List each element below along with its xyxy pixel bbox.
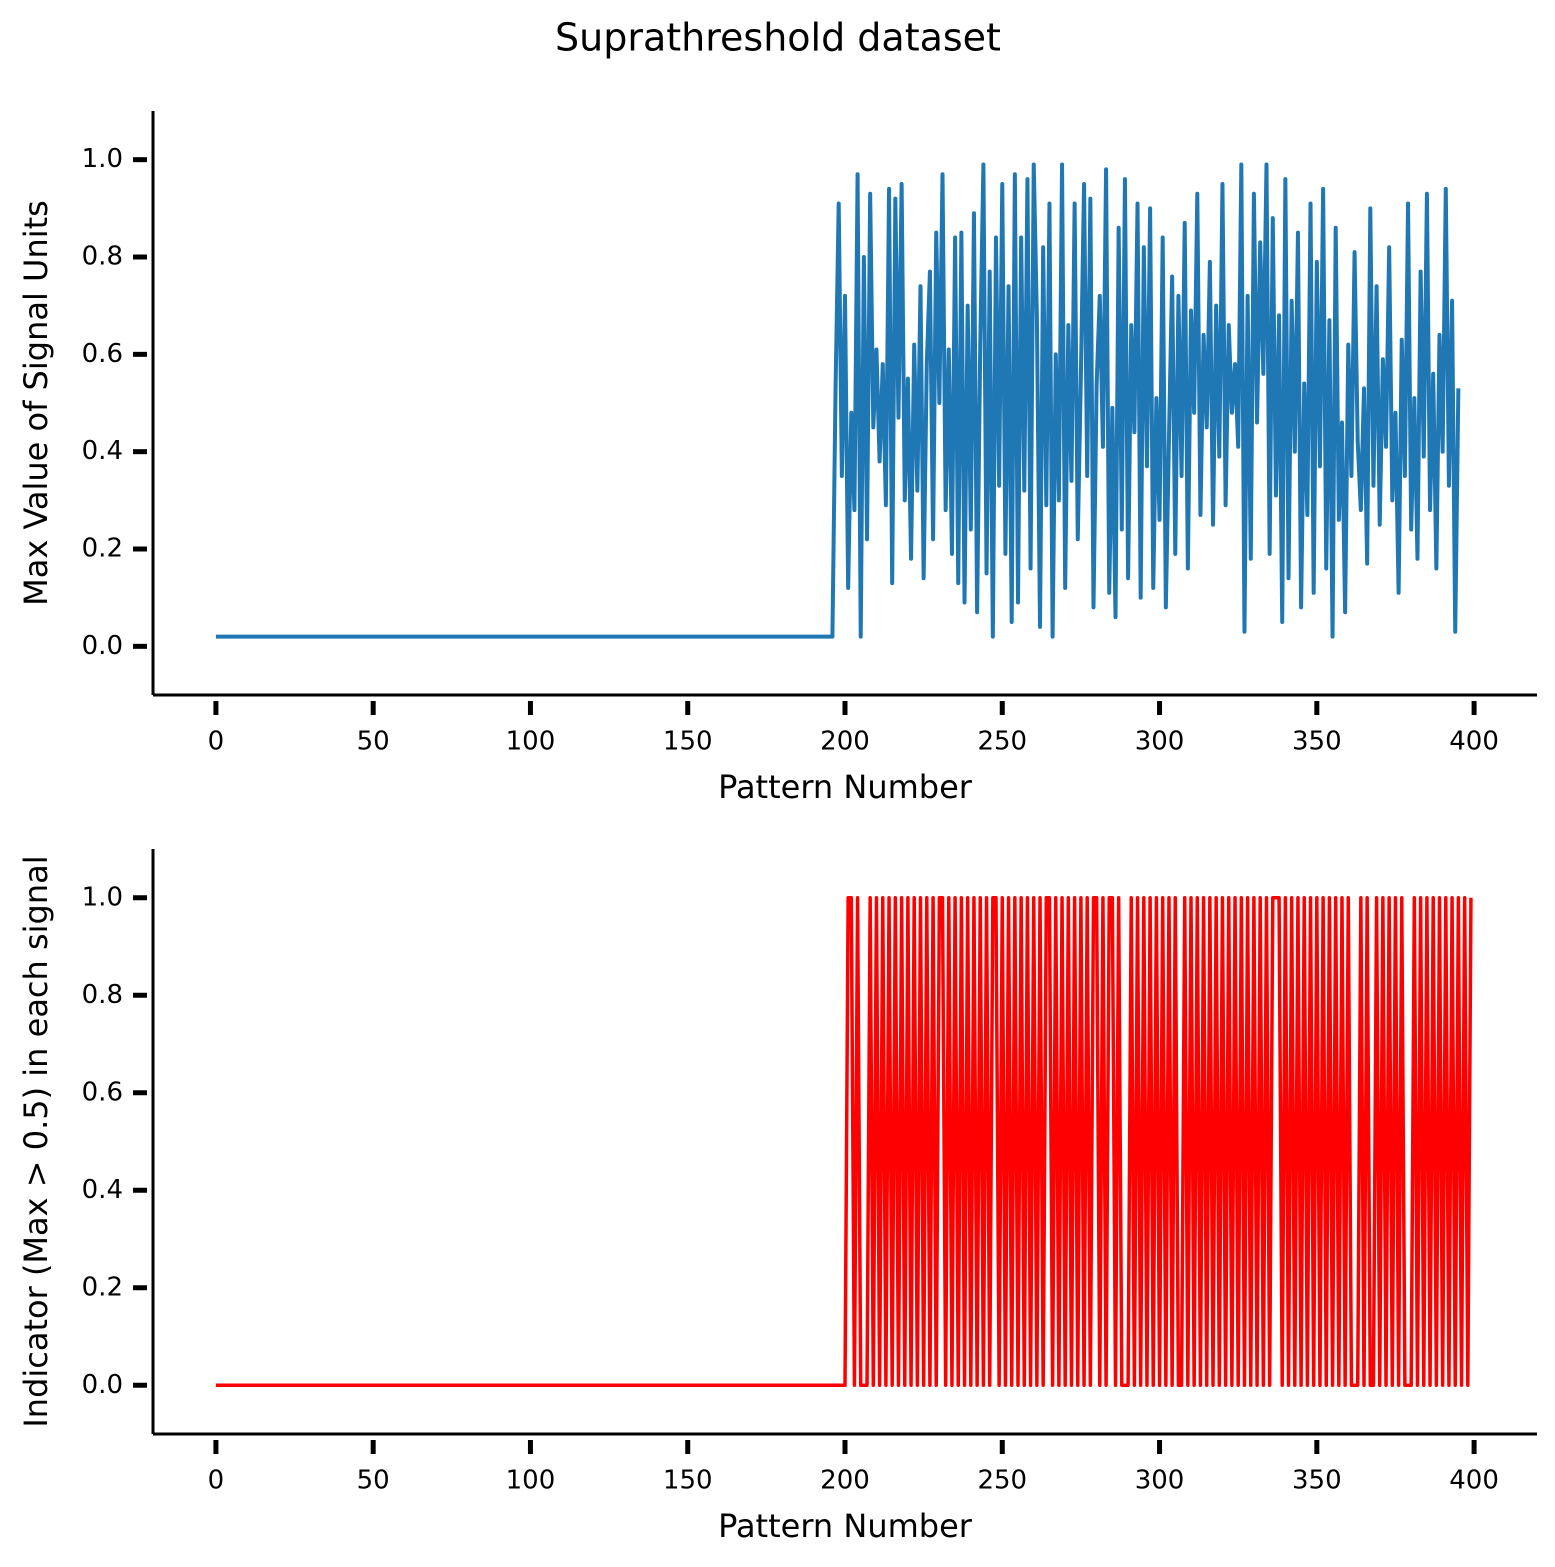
y-tick-label: 0.8 [82, 242, 123, 272]
y-tick-label: 0.6 [82, 339, 123, 369]
y-tick-label: 0.2 [82, 534, 123, 564]
data-line [215, 896, 1473, 1387]
y-tick-label: 0.4 [82, 1175, 123, 1205]
y-tick-label: 0.0 [82, 1370, 123, 1400]
y-axis-label: Max Value of Signal Units [17, 200, 55, 606]
subplot: 0.0 0.2 0.4 0.6 0.8 1.0 0 50 100 150 200 250 300 350 4… [17, 849, 1537, 1545]
subplot: 0.0 0.2 0.4 0.6 0.8 1.0 0 50 100 150 200 250 300 350 4… [17, 111, 1537, 806]
x-tick-label: 150 [663, 1466, 713, 1496]
x-tick-label: 50 [357, 727, 390, 757]
x-tick-label: 200 [820, 727, 870, 757]
x-tick-label: 150 [663, 727, 713, 757]
data-line [215, 162, 1461, 639]
x-tick-label: 350 [1292, 727, 1342, 757]
y-tick-label: 0.6 [82, 1077, 123, 1107]
y-tick-label: 0.8 [82, 980, 123, 1010]
x-tick-label: 0 [208, 727, 225, 757]
x-tick-label: 100 [506, 1466, 556, 1496]
x-tick-label: 250 [977, 1466, 1027, 1496]
x-tick-label: 50 [357, 1466, 390, 1496]
y-tick-label: 1.0 [82, 144, 123, 174]
y-tick-label: 1.0 [82, 882, 123, 912]
x-tick-label: 300 [1135, 1466, 1185, 1496]
y-tick-label: 0.4 [82, 436, 123, 466]
figure-title: Suprathreshold dataset [555, 16, 1001, 60]
x-tick-label: 200 [820, 1466, 870, 1496]
x-tick-label: 400 [1449, 727, 1499, 757]
x-tick-label: 350 [1292, 1466, 1342, 1496]
x-axis-label: Pattern Number [718, 1507, 973, 1545]
y-axis-label: Indicator (Max > 0.5) in each signal [17, 855, 55, 1427]
x-tick-label: 250 [977, 727, 1027, 757]
x-tick-label: 100 [506, 727, 556, 757]
x-axis-label: Pattern Number [718, 768, 973, 806]
x-tick-label: 0 [208, 1466, 225, 1496]
x-tick-label: 300 [1135, 727, 1185, 757]
y-tick-label: 0.2 [82, 1272, 123, 1302]
y-tick-label: 0.0 [82, 631, 123, 661]
x-tick-label: 400 [1449, 1466, 1499, 1496]
